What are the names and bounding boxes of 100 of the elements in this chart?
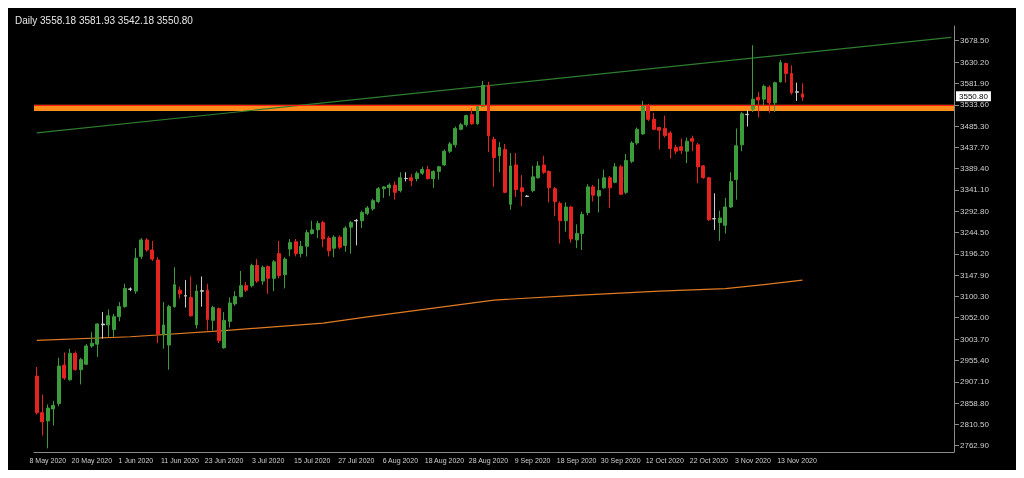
y-tick-label: 3437.70 xyxy=(960,142,990,152)
y-tick-label: 3196.20 xyxy=(960,249,990,259)
candlestick xyxy=(784,62,788,84)
y-tick-label: 3678.50 xyxy=(960,36,990,46)
candlestick xyxy=(619,164,623,196)
candlestick xyxy=(255,258,259,284)
candlestick xyxy=(167,304,171,371)
candlestick xyxy=(173,266,176,309)
candlestick xyxy=(195,284,198,330)
candlestick xyxy=(250,263,254,288)
candlestick xyxy=(729,171,733,209)
candlestick xyxy=(558,201,562,245)
candlestick xyxy=(586,183,590,216)
y-tick-label: 3100.30 xyxy=(960,291,990,301)
y-tick-label: 3147.90 xyxy=(960,270,990,280)
y-tick-label: 3533.60 xyxy=(960,100,990,110)
candlestick xyxy=(641,100,645,136)
candlestick xyxy=(751,44,755,113)
y-tick-label: 3581.90 xyxy=(960,78,990,88)
candlestick xyxy=(487,81,490,153)
candlestick xyxy=(288,238,292,257)
candlestick xyxy=(790,64,793,96)
candlestick xyxy=(514,152,518,198)
candlestick xyxy=(222,311,226,350)
candlestick xyxy=(646,103,650,122)
candlestick xyxy=(266,265,270,295)
candlestick xyxy=(139,237,143,260)
candlestick xyxy=(762,84,766,107)
candlestick xyxy=(134,247,138,295)
candlestick xyxy=(745,109,749,128)
candlestick xyxy=(327,235,331,257)
candlestick xyxy=(437,165,441,181)
candlestick xyxy=(299,240,303,258)
candlestick xyxy=(409,173,413,187)
y-tick-label: 3244.50 xyxy=(960,228,990,238)
candlestick xyxy=(184,279,187,309)
candlestick xyxy=(509,152,512,211)
candlestick xyxy=(123,283,127,309)
candlestick xyxy=(492,136,496,188)
text: 3550.80 xyxy=(959,91,989,101)
candlestick xyxy=(332,234,336,258)
y-tick-label: 2762.90 xyxy=(960,441,990,451)
candlestick xyxy=(283,256,287,289)
y-tick-label: 3341.10 xyxy=(960,185,990,195)
candlestick xyxy=(476,105,479,126)
candlestick xyxy=(756,91,760,118)
candlestick xyxy=(470,107,474,126)
candlestick xyxy=(128,286,132,292)
candlestick xyxy=(294,238,298,257)
candlestick xyxy=(404,171,408,182)
candlestick xyxy=(189,275,193,318)
candlestick xyxy=(393,180,397,201)
y-tick-label: 3052.00 xyxy=(960,313,990,323)
candlestick xyxy=(779,59,782,84)
candlestick xyxy=(426,165,430,181)
candlestick xyxy=(62,351,66,381)
y-tick-label: 2810.50 xyxy=(960,420,990,430)
candlestick xyxy=(685,137,689,164)
candlestick xyxy=(707,176,711,222)
candlestick xyxy=(206,283,209,331)
candlestick xyxy=(349,220,353,255)
candlestick xyxy=(73,350,77,372)
candlestick xyxy=(398,171,402,193)
y-tick-label: 2907.10 xyxy=(960,377,990,387)
candlestick xyxy=(597,178,601,213)
candlestick xyxy=(624,153,628,195)
candlestick xyxy=(442,148,446,167)
candlestick xyxy=(261,265,265,286)
candlestick xyxy=(343,225,347,253)
y-tick-label: 3389.40 xyxy=(960,164,990,174)
y-tick-label: 3003.70 xyxy=(960,334,990,344)
candlestick xyxy=(767,84,771,114)
candlestick xyxy=(321,220,325,248)
candlestick xyxy=(602,169,606,190)
candlestick xyxy=(156,256,160,344)
candlestick xyxy=(481,80,485,108)
candlestick xyxy=(740,111,744,152)
candlestick xyxy=(712,192,716,231)
candlestick xyxy=(106,308,110,338)
candlestick xyxy=(608,175,612,209)
candlestick xyxy=(773,81,777,113)
y-tick-label: 3485.30 xyxy=(960,121,990,131)
candlestick xyxy=(316,220,320,239)
candlestick xyxy=(569,205,573,244)
candlestick xyxy=(239,270,243,299)
chart-title: Daily 3558.18 3581.93 3542.18 3550.80 xyxy=(15,14,194,26)
candlestick xyxy=(734,127,738,201)
candlestick xyxy=(553,186,557,217)
candlestick xyxy=(338,234,342,250)
candlestick xyxy=(525,194,529,198)
candlestick xyxy=(690,135,694,152)
candlestick xyxy=(162,301,165,350)
candlestick xyxy=(520,174,524,207)
candlestick xyxy=(277,240,281,279)
y-tick-label: 2858.80 xyxy=(960,398,990,408)
candlestick xyxy=(498,141,501,173)
candlestick xyxy=(795,82,799,102)
candlestick xyxy=(503,143,507,194)
y-tick-label: 3630.20 xyxy=(960,57,990,67)
candlestick xyxy=(211,305,215,331)
